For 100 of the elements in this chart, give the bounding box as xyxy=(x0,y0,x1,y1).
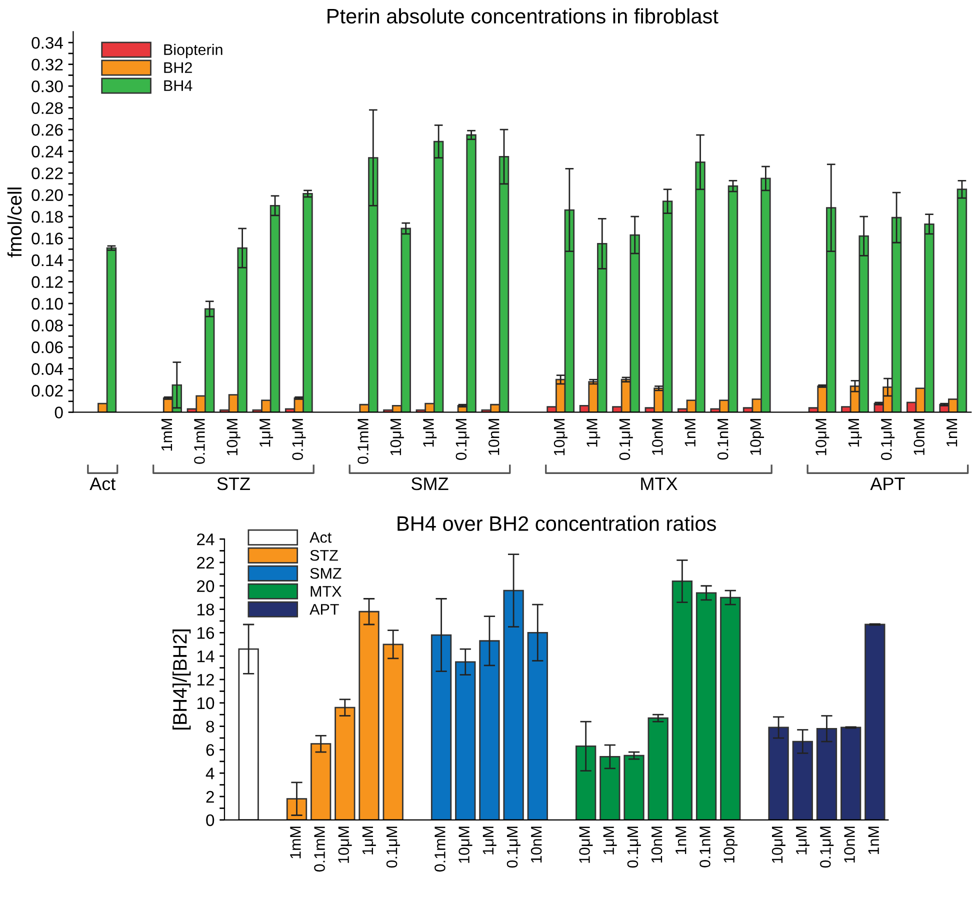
y-tick-label: 0 xyxy=(54,406,63,418)
x-tick-label: 0.1μM xyxy=(506,826,520,868)
legend-label: STZ xyxy=(310,550,338,561)
text: MTX xyxy=(641,478,678,490)
legend-label: Act xyxy=(310,532,332,543)
y-tick-label: 16 xyxy=(197,627,214,639)
x-tick-label: 1μM xyxy=(796,826,810,854)
x-tick-label: 1nM xyxy=(868,826,879,854)
x-tick-label: 10nM xyxy=(914,419,925,455)
y-tick-label: 14 xyxy=(197,650,214,662)
bar xyxy=(479,640,500,820)
y-tick-label: 0.02 xyxy=(32,384,63,397)
x-tick-label: 10μM xyxy=(390,419,404,456)
bar xyxy=(600,756,620,820)
legend-label: BH4 xyxy=(164,80,192,91)
x-tick-label: 10μM xyxy=(816,419,830,456)
y-tick-label: 0.24 xyxy=(32,146,63,158)
y-tick-label: 0.14 xyxy=(32,254,63,266)
x-tick-label: 10μM xyxy=(554,419,568,456)
x-tick-label: 1μM xyxy=(848,419,862,447)
bar xyxy=(840,726,862,820)
text: SMZ xyxy=(412,477,448,490)
x-tick-label: 10nM xyxy=(530,826,542,863)
x-tick-label: 10nM xyxy=(844,826,855,863)
y-tick-label: 0.34 xyxy=(32,36,63,49)
x-tick-label: 10μM xyxy=(579,826,593,863)
y-tick-label: 4 xyxy=(206,768,214,780)
bar xyxy=(624,754,644,820)
bar xyxy=(648,717,668,820)
text: STZ xyxy=(217,477,250,490)
y-axis-title: [BH4]/[BH2] xyxy=(172,630,191,730)
x-tick-label: 0.1μM xyxy=(386,826,400,868)
text: APT xyxy=(870,478,905,490)
bar xyxy=(334,706,356,820)
bar xyxy=(768,726,789,820)
bar xyxy=(816,728,838,820)
x-tick-label: 1nM xyxy=(946,419,958,446)
legend-label: MTX xyxy=(310,586,342,597)
x-tick-label: 0.1μM xyxy=(619,419,633,460)
x-tick-label: 10μM xyxy=(458,826,472,863)
y-tick-label: 0.18 xyxy=(32,210,63,223)
y-tick-label: 6 xyxy=(206,744,214,756)
x-tick-label: 1μM xyxy=(362,826,376,854)
y-tick-label: 0.04 xyxy=(32,363,63,375)
x-tick-label: 1nM xyxy=(676,826,686,854)
x-tick-label: 10pM xyxy=(750,419,764,455)
legend-label: BH2 xyxy=(164,62,192,73)
y-tick-label: 8 xyxy=(206,720,214,733)
y-tick-label: 2 xyxy=(206,790,214,803)
text: Act xyxy=(90,478,116,490)
bar xyxy=(310,743,332,820)
x-tick-label: 10nM xyxy=(488,419,500,455)
y-tick-label: 0.08 xyxy=(32,320,63,332)
chart-title: Pterin absolute concentrations in fibroblast xyxy=(328,8,718,24)
bar xyxy=(455,661,476,820)
y-tick-label: 0.32 xyxy=(32,58,63,71)
x-tick-label: 0.1μM xyxy=(627,826,641,868)
x-tick-label: 1μM xyxy=(586,419,600,447)
x-tick-label: 0.1mM xyxy=(314,826,325,872)
x-tick-label: 0.1nM xyxy=(717,419,728,460)
x-tick-label: 1mM xyxy=(162,419,172,451)
bar xyxy=(720,596,741,820)
bar xyxy=(576,746,596,820)
y-tick-label: 0.16 xyxy=(32,232,63,244)
x-tick-label: 0.1mM xyxy=(434,826,446,872)
x-tick-label: 0.1μM xyxy=(820,826,834,868)
x-tick-label: 0.1μM xyxy=(292,419,306,460)
y-tick-label: 0.20 xyxy=(32,189,63,201)
bar xyxy=(430,634,452,820)
y-tick-label: 0.26 xyxy=(32,124,63,136)
y-tick-label: 20 xyxy=(197,580,214,592)
y-axis-title: fmol/cell xyxy=(7,188,22,258)
bar xyxy=(672,580,693,820)
bar xyxy=(792,740,813,820)
x-tick-label: 10μM xyxy=(772,826,786,863)
y-tick-label: 0.06 xyxy=(32,341,63,354)
legend-label: SMZ xyxy=(310,568,342,579)
x-tick-label: 10nM xyxy=(651,826,662,863)
bar xyxy=(503,590,524,820)
x-tick-label: 10pM xyxy=(724,826,738,863)
y-tick-label: 0.10 xyxy=(32,298,63,310)
x-tick-label: 10μM xyxy=(338,826,352,863)
x-tick-label: 1μM xyxy=(482,826,496,854)
y-tick-label: 18 xyxy=(197,604,214,616)
y-tick-label: 24 xyxy=(197,533,214,546)
y-tick-label: 12 xyxy=(197,674,214,686)
x-tick-label: 0.1μM xyxy=(456,419,470,460)
legend-label: APT xyxy=(310,604,339,615)
y-tick-label: 0.30 xyxy=(32,80,63,92)
bar xyxy=(382,644,404,820)
y-tick-label: 0 xyxy=(206,814,214,826)
legend-label: Biopterin xyxy=(164,44,222,58)
x-tick-label: 0.1mM xyxy=(194,419,205,464)
bar xyxy=(358,610,380,820)
bar xyxy=(238,648,259,820)
bar xyxy=(527,632,548,820)
x-tick-label: 0.1nM xyxy=(700,826,710,868)
y-tick-label: 0.28 xyxy=(32,102,63,114)
y-tick-label: 22 xyxy=(197,556,214,569)
x-tick-label: 1μM xyxy=(260,419,274,447)
